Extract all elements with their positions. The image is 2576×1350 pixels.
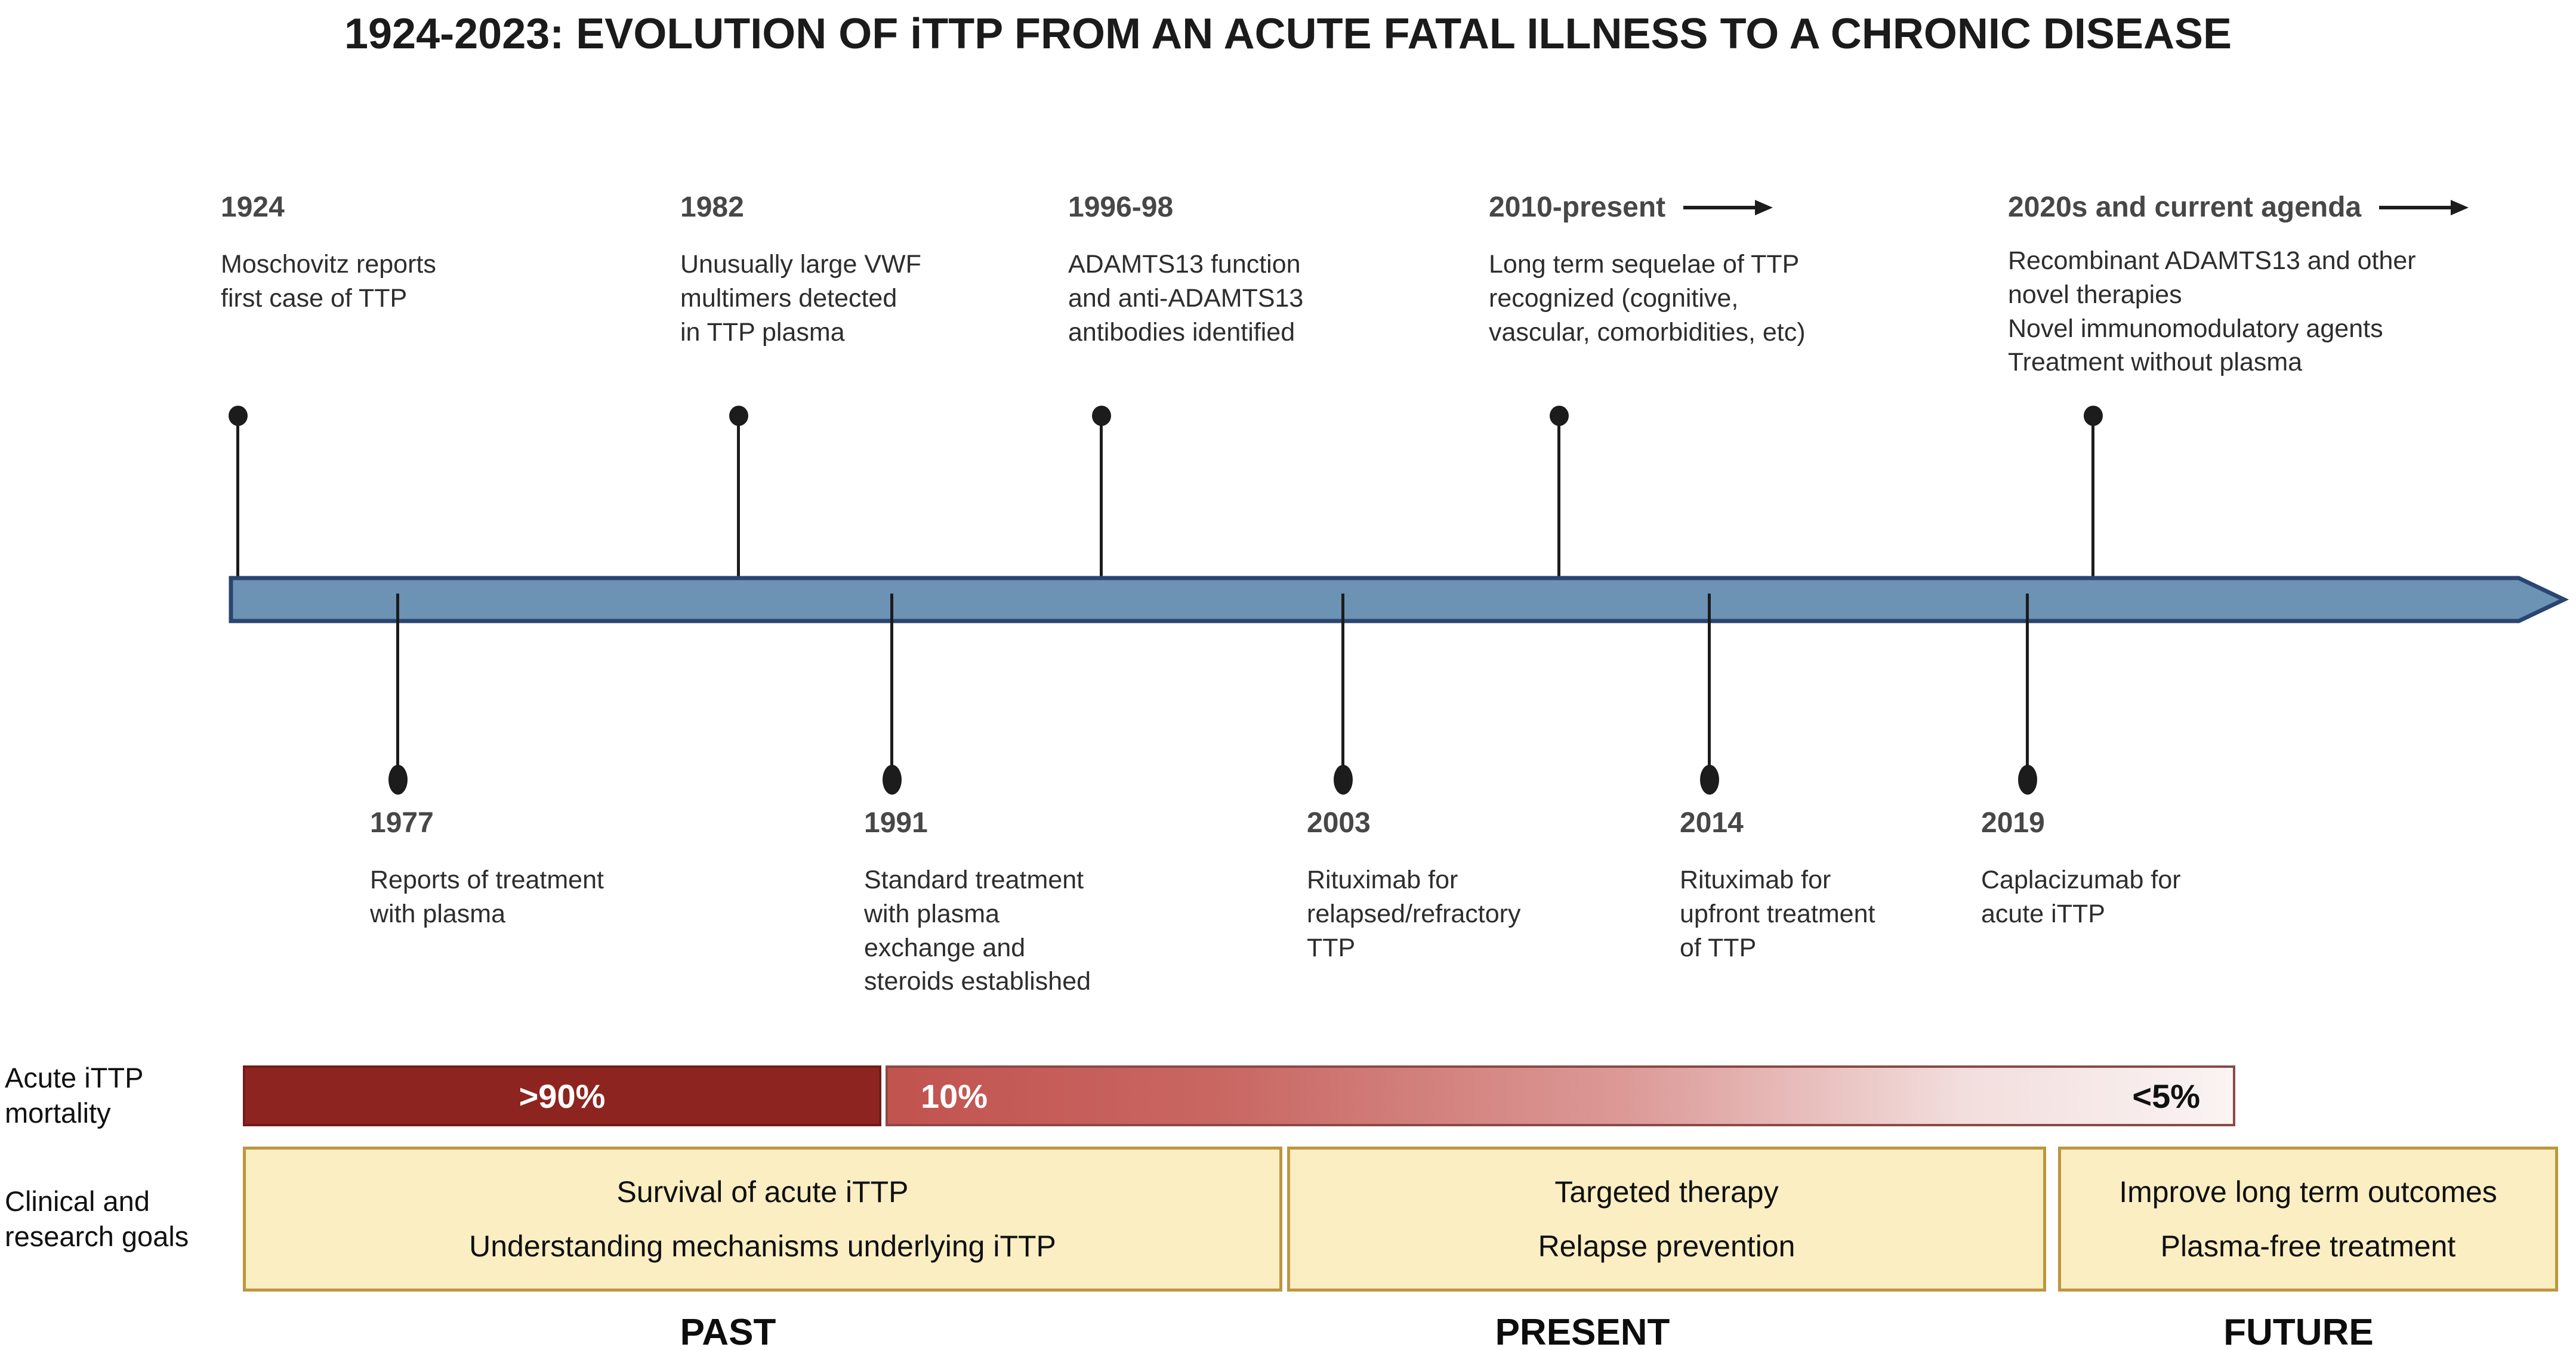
timeline-arrow-bar: [229, 576, 2569, 623]
event-year: 2014: [1680, 807, 1744, 839]
timeline-stem: [1100, 416, 1103, 613]
timeline-stem: [236, 416, 239, 613]
timeline-event-1977: 1977 Reports of treatment with plasma: [370, 807, 728, 931]
timeline-dot: [1092, 406, 1111, 426]
event-year: 2019: [1981, 807, 2045, 839]
mortality-value-high: >90%: [519, 1077, 606, 1115]
era-label-past: PAST: [680, 1312, 776, 1350]
timeline-dot: [388, 765, 408, 795]
timeline-dot: [883, 765, 902, 795]
timeline-stem: [2091, 416, 2094, 613]
timeline-dot: [229, 406, 248, 426]
timeline-stem: [396, 594, 399, 768]
event-description: Standard treatment with plasma exchange …: [864, 866, 1091, 996]
event-description: ADAMTS13 function and anti-ADAMTS13 anti…: [1068, 250, 1304, 347]
era-label-present: PRESENT: [1495, 1312, 1670, 1350]
right-arrow-icon: [1683, 199, 1773, 215]
event-year: 1996-98: [1068, 191, 1174, 223]
event-year: 1977: [370, 807, 434, 839]
era-label-future: FUTURE: [2223, 1312, 2374, 1350]
event-description: Recombinant ADAMTS13 and other novel the…: [2008, 246, 2416, 377]
timeline-dot: [1700, 765, 1719, 795]
goal-line: Survival of acute iTTP: [616, 1175, 909, 1209]
event-year: 1982: [680, 191, 744, 223]
timeline-dot: [1550, 406, 1569, 426]
event-description: Rituximab for upfront treatment of TTP: [1680, 866, 1875, 962]
mortality-value-mid: 10%: [921, 1077, 988, 1115]
goal-box-future: Improve long term outcomes Plasma-free t…: [2058, 1147, 2558, 1292]
timeline-stem: [890, 594, 893, 768]
right-arrow-icon: [2379, 199, 2469, 215]
timeline-event-2019: 2019 Caplacizumab for acute iTTP: [1981, 807, 2339, 931]
event-description: Unusually large VWF multimers detected i…: [680, 250, 921, 347]
timeline-dot: [2018, 765, 2037, 795]
event-year: 2020s and current agenda: [2008, 191, 2362, 223]
event-description: Rituximab for relapsed/refractory TTP: [1307, 866, 1521, 962]
goal-line: Understanding mechanisms underlying iTTP: [469, 1229, 1056, 1263]
mortality-segment-gradient: 10% <5%: [886, 1065, 2235, 1126]
timeline-dot: [2084, 406, 2103, 426]
goal-box-present: Targeted therapy Relapse prevention: [1287, 1147, 2046, 1292]
timeline-stem: [1557, 416, 1560, 613]
event-year: 2003: [1307, 807, 1371, 839]
timeline-dot: [1334, 765, 1353, 795]
figure-title: 1924-2023: EVOLUTION OF iTTP FROM AN ACU…: [344, 10, 2232, 58]
goal-line: Relapse prevention: [1538, 1229, 1796, 1263]
event-year: 1991: [864, 807, 928, 839]
timeline-event-2003: 2003 Rituximab for relapsed/refractory T…: [1307, 807, 1677, 965]
timeline-stem: [1708, 594, 1711, 768]
timeline-event-1982: 1982 Unusually large VWF multimers detec…: [680, 191, 1050, 349]
timeline-event-1991: 1991 Standard treatment with plasma exch…: [864, 807, 1234, 999]
event-description: Reports of treatment with plasma: [370, 866, 604, 928]
timeline-stem: [737, 416, 740, 613]
goal-line: Improve long term outcomes: [2119, 1175, 2497, 1209]
timeline-stem: [2026, 594, 2029, 768]
timeline-event-2020s: 2020s and current agenda Recombinant ADA…: [2008, 191, 2576, 379]
timeline-dot: [729, 406, 748, 426]
timeline-event-2014: 2014 Rituximab for upfront treatment of …: [1680, 807, 2038, 965]
mortality-row-label: Acute iTTP mortality: [5, 1062, 144, 1129]
mortality-value-low: <5%: [2132, 1077, 2200, 1115]
timeline-event-1996-98: 1996-98 ADAMTS13 function and anti-ADAMT…: [1068, 191, 1450, 349]
event-year: 2010-present: [1489, 191, 1666, 223]
event-description: Moschovitz reports first case of TTP: [221, 250, 436, 313]
event-description: Long term sequelae of TTP recognized (co…: [1489, 250, 1806, 347]
mortality-segment-high: >90%: [243, 1065, 881, 1126]
goal-box-past: Survival of acute iTTP Understanding mec…: [243, 1147, 1282, 1292]
timeline-stem: [1341, 594, 1344, 768]
timeline-event-1924: 1924 Moschovitz reports first case of TT…: [221, 191, 579, 316]
goal-line: Plasma-free treatment: [2160, 1229, 2456, 1263]
event-description: Caplacizumab for acute iTTP: [1981, 866, 2181, 928]
goal-line: Targeted therapy: [1554, 1175, 1779, 1209]
timeline-event-2010-present: 2010-present Long term sequelae of TTP r…: [1489, 191, 1942, 349]
event-year: 1924: [221, 191, 285, 223]
goals-row-label: Clinical and research goals: [5, 1185, 189, 1252]
